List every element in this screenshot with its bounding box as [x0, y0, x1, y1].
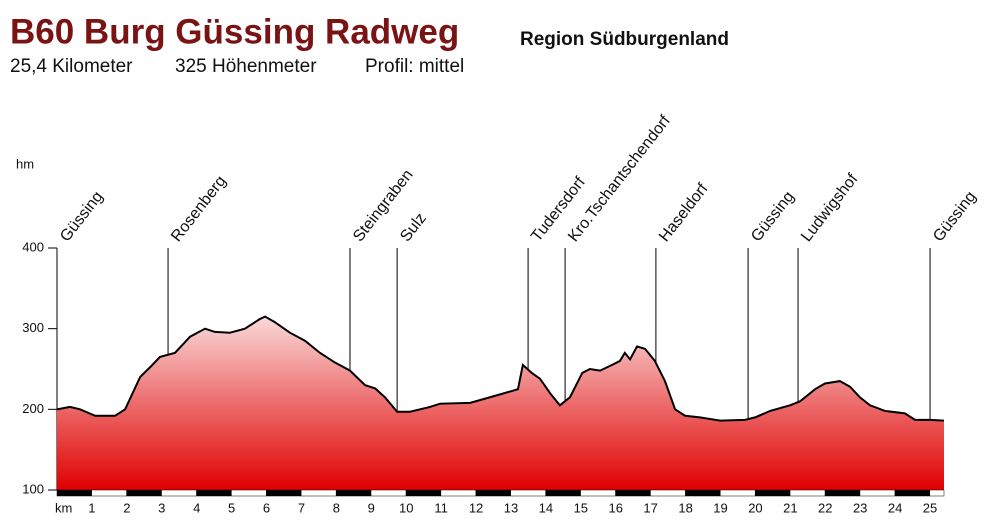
- x-tick-label: 23: [853, 500, 867, 515]
- x-tick-label: 18: [678, 500, 692, 515]
- x-axis-segment: [825, 490, 861, 496]
- x-tick-label: 8: [333, 500, 340, 515]
- x-tick-label: 25: [923, 500, 937, 515]
- place-label: Sulz: [397, 210, 430, 245]
- x-axis-segment: [476, 490, 511, 496]
- x-axis-segment: [755, 490, 791, 496]
- x-axis-segment: [615, 490, 651, 496]
- x-tick-label: 15: [574, 500, 588, 515]
- x-axis-segment: [685, 490, 721, 496]
- x-tick-label: 9: [368, 500, 375, 515]
- x-tick-label: 14: [539, 500, 553, 515]
- x-tick-label: 12: [469, 500, 483, 515]
- y-tick-label: 300: [22, 320, 44, 335]
- place-label: Güssing: [748, 188, 798, 245]
- y-axis-label: hm: [16, 156, 34, 171]
- x-tick-label: 1: [88, 500, 95, 515]
- x-tick-label: 22: [818, 500, 832, 515]
- place-label: Güssing: [57, 188, 107, 245]
- stat: 25,4 Kilometer: [10, 56, 133, 77]
- x-axis-segment: [196, 490, 232, 496]
- x-axis-segment: [895, 490, 931, 496]
- x-tick-label: 24: [888, 500, 902, 515]
- x-tick-label: 16: [609, 500, 623, 515]
- x-tick-label: 17: [643, 500, 657, 515]
- x-tick-label: 2: [123, 500, 130, 515]
- y-tick-label: 400: [22, 239, 44, 254]
- x-axis-segment: [126, 490, 162, 496]
- x-tick-label: 10: [399, 500, 413, 515]
- chart-title: B60 Burg Güssing Radweg: [10, 12, 459, 51]
- x-tick-label: 5: [228, 500, 235, 515]
- y-tick-label: 200: [22, 401, 44, 416]
- region: Region Südburgenland: [520, 29, 729, 50]
- x-tick-label: 11: [434, 500, 448, 515]
- x-axis-segment: [266, 490, 302, 496]
- stat: Profil: mittel: [365, 56, 464, 77]
- x-tick-label: 19: [713, 500, 727, 515]
- place-label: Rosenberg: [168, 173, 230, 245]
- x-tick-label: 3: [158, 500, 165, 515]
- x-tick-label: 20: [748, 500, 762, 515]
- x-tick-label: 21: [783, 500, 797, 515]
- x-axis-segment: [57, 490, 92, 496]
- profile-line: [56, 315, 945, 422]
- area: [57, 316, 944, 490]
- x-axis-segment: [545, 490, 581, 496]
- x-axis-segment: [336, 490, 372, 496]
- place-label: Kro.Tschantschendorf: [565, 112, 674, 245]
- x-tick-label: 7: [298, 500, 305, 515]
- place-label: Ludwigshof: [798, 170, 862, 245]
- x-axis-segment: [406, 490, 442, 496]
- x-tick-label: 4: [193, 500, 200, 515]
- x-tick-label: 6: [263, 500, 270, 515]
- place-label: Haseldorf: [656, 180, 712, 245]
- y-tick-label: 100: [22, 481, 44, 496]
- x-tick-label: 13: [504, 500, 518, 515]
- place-label: Güssing: [930, 188, 980, 245]
- x-axis-label: km: [55, 500, 72, 515]
- stat: 325 Höhenmeter: [175, 56, 317, 77]
